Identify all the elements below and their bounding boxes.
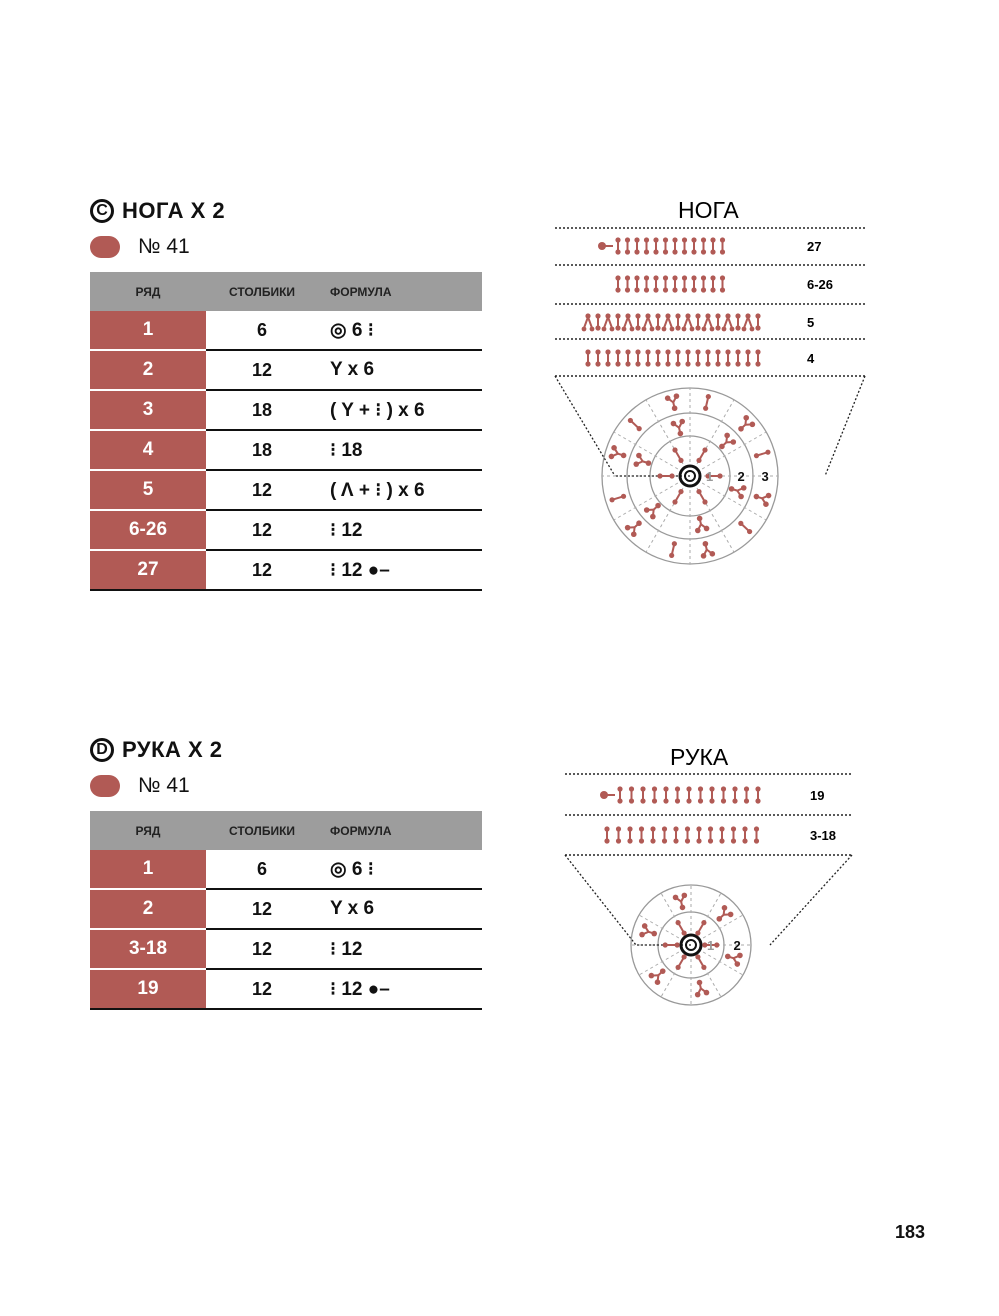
round-label: 3 (762, 469, 769, 484)
row-label: 4 (807, 351, 815, 366)
row-number: 19 (90, 969, 206, 1010)
diagram-title: НОГА (678, 197, 739, 223)
header-stitches: СТОЛБИКИ (206, 811, 318, 850)
table-row: 5 12( Λ + ⁝ ) x 6 (90, 470, 482, 511)
table-row: 3-18 12 ⁝ 12 (90, 929, 482, 970)
header-stitches: СТОЛБИКИ (206, 272, 318, 311)
magic-ring-icon (678, 464, 702, 488)
table-row: 2 12 Y x 6 (90, 889, 482, 930)
yarn-info: № 41 (90, 771, 482, 801)
section-arm: D РУКА Х 2 № 41 РЯД СТОЛБИКИ ФОРМУЛА 1 6 ◎… (90, 735, 482, 1010)
round-stitches (608, 393, 772, 559)
stitch-count: 12 (206, 470, 318, 511)
table-row: 2 12 Y x 6 (90, 350, 482, 391)
header-row: РЯД (90, 811, 206, 850)
section-title: D РУКА Х 2 (90, 735, 482, 765)
round-label: 1 (707, 938, 714, 953)
row-number: 5 (90, 470, 206, 511)
pattern-table: РЯД СТОЛБИКИ ФОРМУЛА 1 6 ◎ 6 ⁝ 2 12 Y x 6 3 18(… (90, 272, 482, 591)
yarn-number: № 41 (138, 235, 190, 258)
row-number: 3 (90, 390, 206, 431)
row-number: 4 (90, 430, 206, 471)
guide-line (554, 375, 616, 477)
header-formula: ФОРМУЛА (318, 811, 482, 850)
stitch-count: 12 (206, 889, 318, 930)
table-row: 4 18 ⁝ 18 (90, 430, 482, 471)
row-label: 27 (807, 239, 821, 254)
diagram-title: РУКА (670, 744, 729, 770)
section-title-text: НОГА Х 2 (122, 198, 226, 223)
row-number: 3-18 (90, 929, 206, 970)
stitch-row (600, 786, 761, 804)
yarn-color-swatch (90, 236, 120, 258)
yarn-number: № 41 (138, 774, 190, 797)
section-title-text: РУКА Х 2 (122, 737, 223, 762)
round-label: 2 (738, 469, 745, 484)
section-letter-icon: D (90, 738, 114, 762)
stitch-row (615, 275, 726, 293)
page-number: 183 (895, 1222, 926, 1242)
row-formula: Y x 6 (318, 350, 482, 391)
guide-line (824, 375, 866, 477)
stitch-count: 12 (206, 510, 318, 551)
stitch-count: 6 (206, 850, 318, 890)
stitch-count: 18 (206, 390, 318, 431)
row-label: 19 (810, 788, 824, 803)
row-label: 5 (807, 315, 814, 330)
round-stitches (639, 892, 743, 998)
stitch-row (581, 313, 761, 332)
stitch-row (585, 349, 761, 367)
row-formula: ◎ 6 ⁝ (318, 311, 482, 351)
table-row: 19 12 ⁝ 12 ●– (90, 969, 482, 1010)
row-number: 1 (90, 850, 206, 890)
row-number: 6-26 (90, 510, 206, 551)
stitch-row (598, 237, 726, 255)
section-title: C НОГА Х 2 (90, 196, 482, 226)
leg-crochet-diagram: НОГА 27 6-26 5 4 1 2 3 (554, 197, 866, 565)
stitch-count: 12 (206, 550, 318, 591)
stitch-count: 12 (206, 969, 318, 1010)
table-row: 1 6 ◎ 6 ⁝ (90, 311, 482, 351)
guide-line (769, 854, 853, 946)
row-formula: ⁝ 12 (318, 510, 482, 551)
row-formula: ( Y + ⁝ ) x 6 (318, 390, 482, 431)
header-row: РЯД (90, 272, 206, 311)
table-row: 1 6 ◎ 6 ⁝ (90, 850, 482, 890)
round-circle (630, 884, 752, 1006)
stitch-count: 6 (206, 311, 318, 351)
header-formula: ФОРМУЛА (318, 272, 482, 311)
pattern-table: РЯД СТОЛБИКИ ФОРМУЛА 1 6 ◎ 6 ⁝ 2 12 Y x 6 3-18… (90, 811, 482, 1010)
stitch-count: 12 (206, 350, 318, 391)
row-formula: ⁝ 12 ●– (318, 969, 482, 1010)
guide-line (564, 854, 637, 946)
yarn-info: № 41 (90, 232, 482, 262)
row-formula: ( Λ + ⁝ ) x 6 (318, 470, 482, 511)
round-label: 1 (706, 469, 713, 484)
row-formula: ⁝ 18 (318, 430, 482, 471)
stitch-count: 18 (206, 430, 318, 471)
table-row: 6-26 12 ⁝ 12 (90, 510, 482, 551)
row-label: 6-26 (807, 277, 833, 292)
row-formula: ◎ 6 ⁝ (318, 850, 482, 890)
yarn-color-swatch (90, 775, 120, 797)
round-label: 2 (734, 938, 741, 953)
row-label: 3-18 (810, 828, 836, 843)
row-formula: Y x 6 (318, 889, 482, 930)
row-number: 1 (90, 311, 206, 351)
section-leg: C НОГА Х 2 № 41 РЯД СТОЛБИКИ ФОРМУЛА 1 6 ◎… (90, 196, 482, 591)
row-number: 2 (90, 350, 206, 391)
row-number: 27 (90, 550, 206, 591)
stitch-row (604, 826, 760, 844)
table-row: 3 18( Y + ⁝ ) x 6 (90, 390, 482, 431)
section-letter-icon: C (90, 199, 114, 223)
arm-crochet-diagram: РУКА 19 3-18 1 2 (564, 744, 853, 1006)
row-formula: ⁝ 12 (318, 929, 482, 970)
row-formula: ⁝ 12 ●– (318, 550, 482, 591)
row-number: 2 (90, 889, 206, 930)
table-row: 27 12 ⁝ 12 ●– (90, 550, 482, 591)
magic-ring-icon (679, 933, 703, 957)
stitch-count: 12 (206, 929, 318, 970)
